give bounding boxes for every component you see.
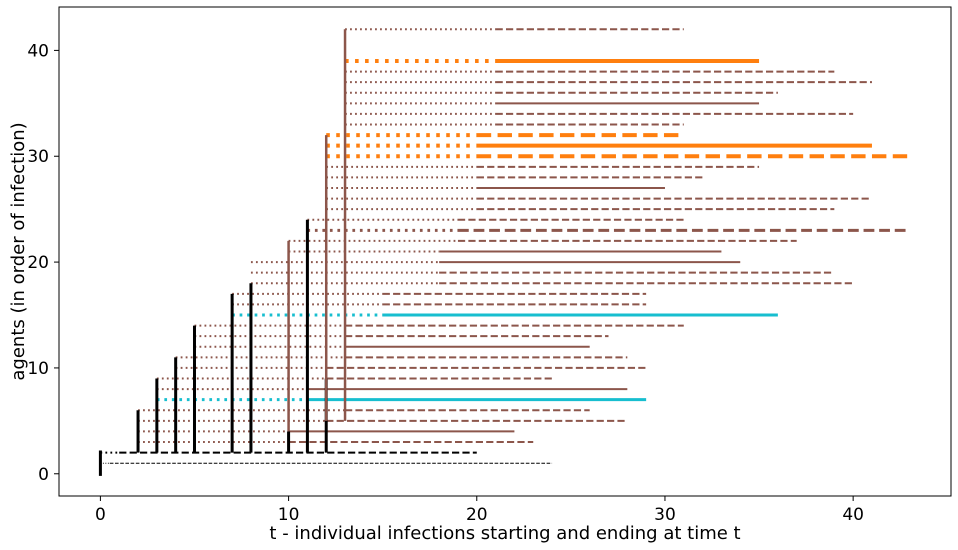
y-tick-label: 10 xyxy=(27,359,49,379)
y-axis-ticks: 0 10 20 30 40 xyxy=(27,41,59,485)
y-tick-label: 40 xyxy=(27,41,49,61)
chart-marks xyxy=(98,28,910,476)
x-tick-label: 30 xyxy=(654,505,676,525)
y-tick-label: 20 xyxy=(27,253,49,273)
plot-frame xyxy=(58,6,952,497)
y-tick-label: 30 xyxy=(27,147,49,167)
y-axis-label: agents (in order of infection) xyxy=(8,122,29,380)
x-tick-label: 40 xyxy=(842,505,864,525)
x-axis-ticks: 0 10 20 30 40 xyxy=(95,496,864,525)
y-tick-label: 0 xyxy=(38,465,49,485)
x-tick-label: 20 xyxy=(466,505,488,525)
x-tick-label: 10 xyxy=(278,505,300,525)
x-tick-label: 0 xyxy=(95,505,106,525)
x-axis-label: t - individual infections starting and e… xyxy=(269,523,740,544)
